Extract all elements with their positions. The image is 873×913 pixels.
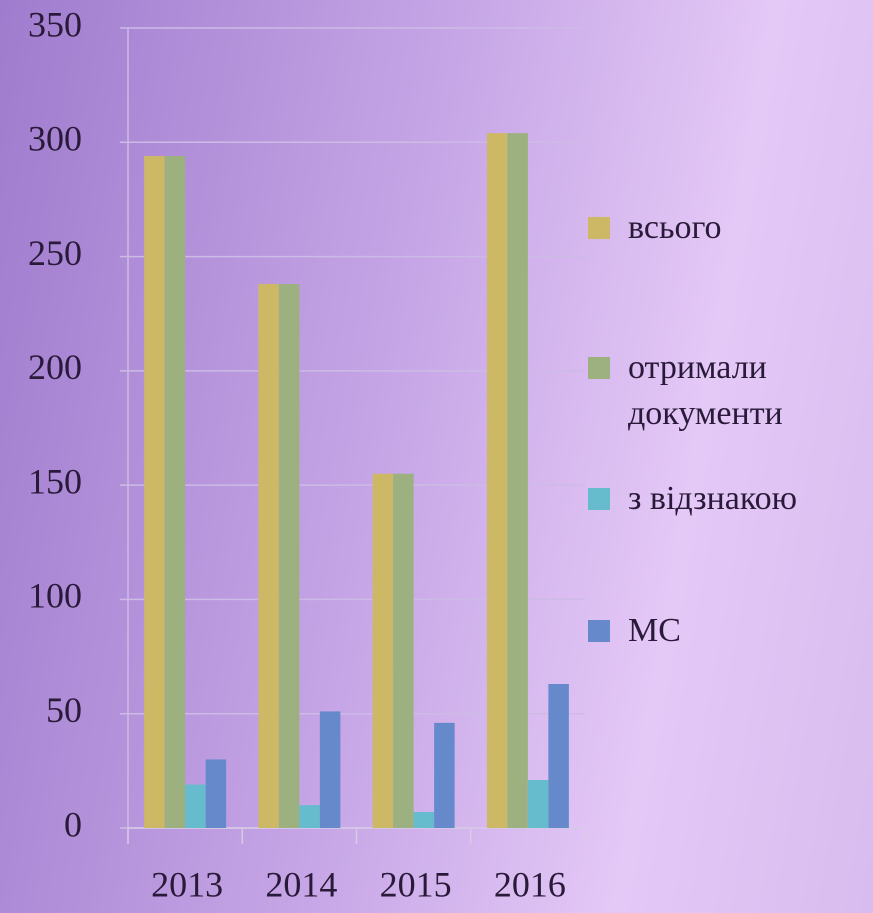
x-tick-label: 2015 xyxy=(380,864,452,904)
y-tick-label: 350 xyxy=(28,4,82,44)
bar xyxy=(434,722,455,828)
y-tick-label: 250 xyxy=(28,233,82,273)
x-tick-label: 2016 xyxy=(494,864,566,904)
legend-entry: всього xyxy=(588,205,868,251)
legend-entry: отримали документи xyxy=(588,345,868,437)
bar xyxy=(205,759,227,828)
bar xyxy=(185,784,206,828)
y-tick-label: 200 xyxy=(28,347,82,387)
legend-entry: МС xyxy=(588,608,868,654)
bar xyxy=(164,156,186,828)
legend-label: всього xyxy=(628,209,722,246)
y-tick-label: 300 xyxy=(28,119,82,159)
y-tick-label: 100 xyxy=(28,576,82,616)
bar xyxy=(372,473,394,828)
y-tick-label: 150 xyxy=(28,461,82,501)
legend-swatch xyxy=(588,357,610,379)
bar xyxy=(258,284,279,828)
bar xyxy=(507,133,528,829)
bar xyxy=(319,711,341,828)
legend-label: МС xyxy=(628,612,681,649)
y-tick-label: 50 xyxy=(46,690,82,730)
legend-swatch xyxy=(588,217,610,239)
legend-swatch xyxy=(588,488,610,510)
y-tick-label: 0 xyxy=(64,804,82,844)
bar xyxy=(278,284,300,828)
bar xyxy=(548,684,569,828)
legend-label: отримали документи xyxy=(628,349,783,432)
x-tick-label: 2013 xyxy=(151,864,223,904)
legend-swatch xyxy=(588,620,610,642)
bar xyxy=(144,156,165,828)
bar xyxy=(299,805,320,828)
legend-entry: з відзнакою xyxy=(588,476,868,522)
bar xyxy=(486,133,508,829)
x-tick-label: 2014 xyxy=(265,864,337,904)
bar xyxy=(413,812,435,828)
legend-label: з відзнакою xyxy=(628,480,798,517)
bar xyxy=(527,780,549,828)
bar xyxy=(393,473,414,828)
